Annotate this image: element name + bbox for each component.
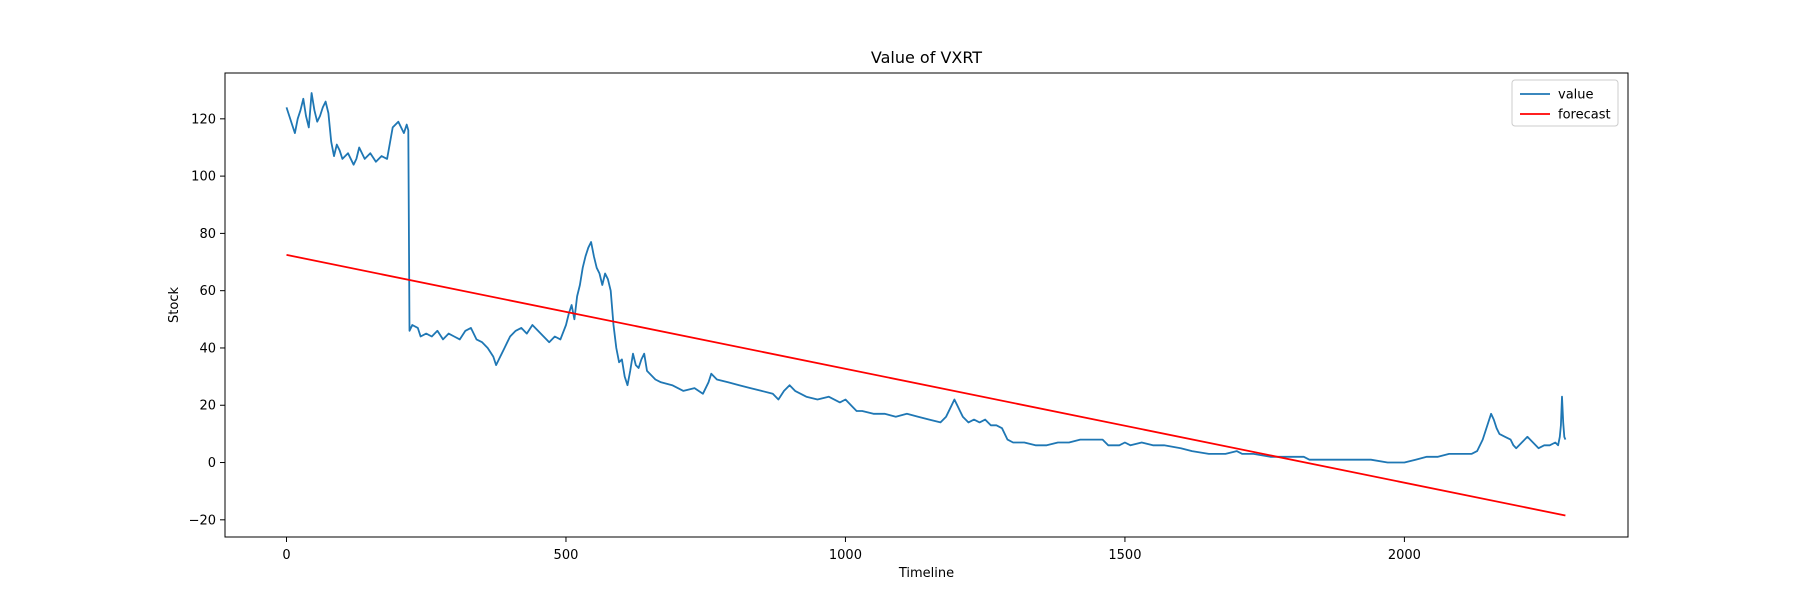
x-tick-label: 1500	[1108, 548, 1141, 563]
x-axis-title: Timeline	[898, 566, 954, 581]
y-tick-label: 40	[199, 341, 216, 356]
y-tick-label: 20	[199, 399, 216, 414]
y-tick-label: 100	[191, 170, 216, 185]
y-axis-title: Stock	[167, 287, 182, 323]
chart-title: Value of VXRT	[871, 48, 982, 67]
legend-label-forecast: forecast	[1558, 108, 1611, 123]
y-tick-label: 60	[199, 284, 216, 299]
x-tick-label: 0	[282, 548, 290, 563]
series-layer	[285, 92, 1567, 517]
y-tick-label: 0	[208, 456, 216, 471]
series-line-forecast	[286, 254, 1566, 517]
legend: value forecast	[1511, 79, 1619, 127]
legend-label-value: value	[1558, 88, 1594, 103]
x-tick-label: 2000	[1388, 548, 1421, 563]
y-tick-label: 120	[191, 112, 216, 127]
x-tick-label: 500	[554, 548, 579, 563]
series-line-value	[285, 92, 1567, 464]
plot-frame	[224, 72, 1629, 538]
axes-layer: 0 500 1000 1500 2000 −20 0 20 40 60 80 100 120	[189, 72, 1629, 563]
y-tick-label: 80	[199, 227, 216, 242]
x-tick-label: 1000	[829, 548, 862, 563]
y-tick-label: −20	[189, 513, 216, 528]
